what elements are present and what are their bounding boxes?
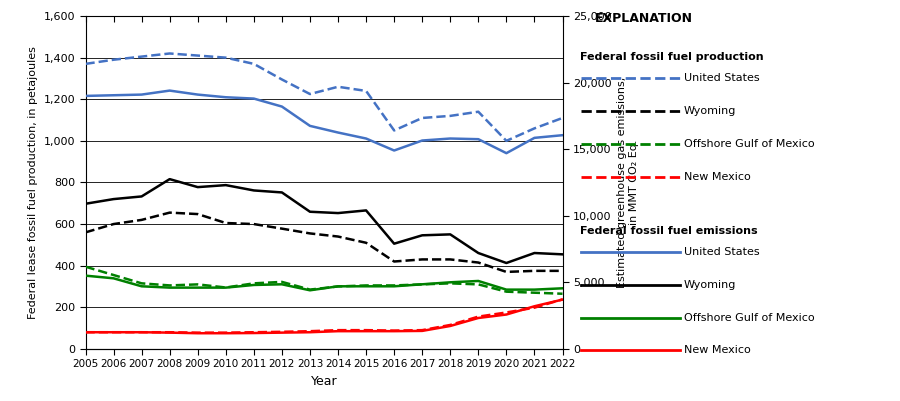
Text: Federal fossil fuel emissions: Federal fossil fuel emissions [580,226,758,236]
Text: Federal fossil fuel production: Federal fossil fuel production [580,52,764,62]
Text: United States: United States [684,73,760,83]
X-axis label: Year: Year [310,375,338,388]
Text: Wyoming: Wyoming [684,106,736,116]
Text: EXPLANATION: EXPLANATION [595,12,692,25]
Text: Offshore Gulf of Mexico: Offshore Gulf of Mexico [684,313,814,322]
Text: Offshore Gulf of Mexico: Offshore Gulf of Mexico [684,139,814,149]
Text: Wyoming: Wyoming [684,280,736,290]
Y-axis label: Estimated greenhouse gas emissions,
in MMT CO₂ Eq.: Estimated greenhouse gas emissions, in M… [617,77,639,288]
Text: United States: United States [684,247,760,257]
Y-axis label: Federal lease fossil fuel production, in petajoules: Federal lease fossil fuel production, in… [28,46,38,319]
Text: New Mexico: New Mexico [684,346,751,355]
Text: New Mexico: New Mexico [684,172,751,182]
